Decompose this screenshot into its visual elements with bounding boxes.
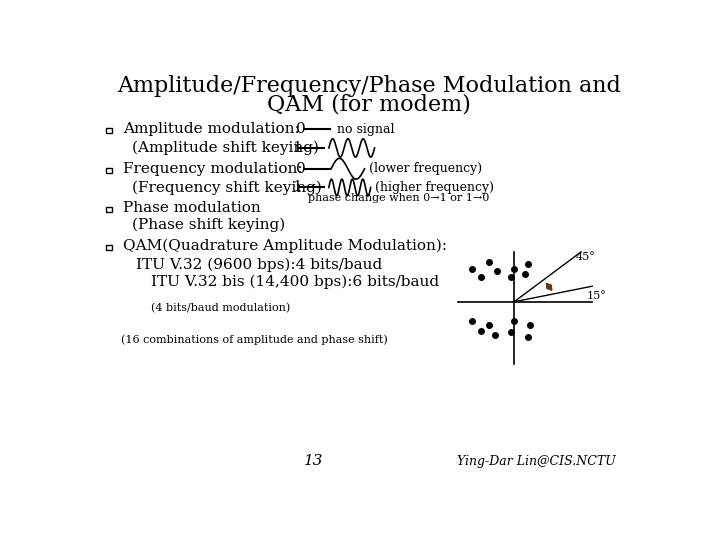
Text: ITU V.32 (9600 bps):4 bits/baud: ITU V.32 (9600 bps):4 bits/baud — [136, 257, 382, 272]
Bar — [106, 168, 112, 173]
Bar — [106, 129, 112, 133]
Text: (Amplitude shift keying): (Amplitude shift keying) — [132, 141, 319, 155]
Text: 1: 1 — [292, 180, 302, 194]
Text: 0: 0 — [297, 162, 306, 176]
Text: QAM(Quadrature Amplitude Modulation):: QAM(Quadrature Amplitude Modulation): — [124, 239, 448, 253]
Text: 15°: 15° — [587, 291, 606, 301]
Text: phase change when 0→1 or 1→0: phase change when 0→1 or 1→0 — [307, 193, 489, 203]
Text: 1: 1 — [292, 141, 302, 155]
Text: (4 bits/baud modulation): (4 bits/baud modulation) — [151, 303, 291, 313]
Bar — [106, 207, 112, 212]
Text: (higher frequency): (higher frequency) — [374, 181, 494, 194]
Text: Ying-Dar Lin@CIS.NCTU: Ying-Dar Lin@CIS.NCTU — [457, 455, 616, 468]
Bar — [106, 245, 112, 250]
Text: no signal: no signal — [337, 123, 394, 136]
Text: Amplitude/Frequency/Phase Modulation and: Amplitude/Frequency/Phase Modulation and — [117, 75, 621, 97]
Text: (lower frequency): (lower frequency) — [369, 162, 482, 176]
Text: Phase modulation: Phase modulation — [124, 201, 261, 215]
Text: 45°: 45° — [575, 252, 595, 262]
Text: (16 combinations of amplitude and phase shift): (16 combinations of amplitude and phase … — [121, 334, 387, 345]
Text: Frequency modulation:: Frequency modulation: — [124, 162, 303, 176]
Text: (Frequency shift keying): (Frequency shift keying) — [132, 180, 322, 194]
Text: Amplitude modulation:: Amplitude modulation: — [124, 122, 300, 136]
Text: QAM (for modem): QAM (for modem) — [267, 94, 471, 116]
Text: (Phase shift keying): (Phase shift keying) — [132, 218, 285, 232]
Text: 13: 13 — [303, 454, 323, 468]
Text: 0: 0 — [297, 122, 306, 136]
Text: ITU V.32 bis (14,400 bps):6 bits/baud: ITU V.32 bis (14,400 bps):6 bits/baud — [151, 275, 439, 289]
